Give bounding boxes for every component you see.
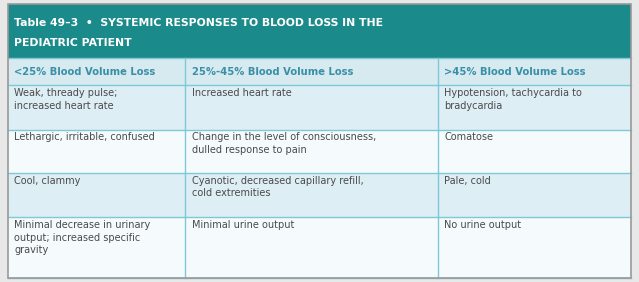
Bar xyxy=(8,85,631,129)
Text: 25%-45% Blood Volume Loss: 25%-45% Blood Volume Loss xyxy=(192,67,353,77)
Text: Change in the level of consciousness,
dulled response to pain: Change in the level of consciousness, du… xyxy=(192,132,376,155)
Text: No urine output: No urine output xyxy=(444,220,521,230)
Bar xyxy=(8,129,631,173)
Text: Comatose: Comatose xyxy=(444,132,493,142)
Bar xyxy=(8,58,631,85)
Bar xyxy=(8,4,631,58)
Text: Cool, clammy: Cool, clammy xyxy=(14,176,81,186)
Text: Weak, thready pulse;
increased heart rate: Weak, thready pulse; increased heart rat… xyxy=(14,88,118,111)
Bar xyxy=(8,173,631,217)
Text: Minimal urine output: Minimal urine output xyxy=(192,220,294,230)
Text: Table 49–3  •  SYSTEMIC RESPONSES TO BLOOD LOSS IN THE: Table 49–3 • SYSTEMIC RESPONSES TO BLOOD… xyxy=(14,18,383,28)
Bar xyxy=(8,217,631,278)
Text: Hypotension, tachycardia to
bradycardia: Hypotension, tachycardia to bradycardia xyxy=(444,88,582,111)
Text: Cyanotic, decreased capillary refill,
cold extremities: Cyanotic, decreased capillary refill, co… xyxy=(192,176,364,198)
Text: >45% Blood Volume Loss: >45% Blood Volume Loss xyxy=(444,67,586,77)
Text: Pale, cold: Pale, cold xyxy=(444,176,491,186)
Text: PEDIATRIC PATIENT: PEDIATRIC PATIENT xyxy=(14,38,132,48)
Text: Increased heart rate: Increased heart rate xyxy=(192,88,291,98)
Text: Lethargic, irritable, confused: Lethargic, irritable, confused xyxy=(14,132,155,142)
Text: Minimal decrease in urinary
output; increased specific
gravity: Minimal decrease in urinary output; incr… xyxy=(14,220,150,255)
Text: <25% Blood Volume Loss: <25% Blood Volume Loss xyxy=(14,67,155,77)
